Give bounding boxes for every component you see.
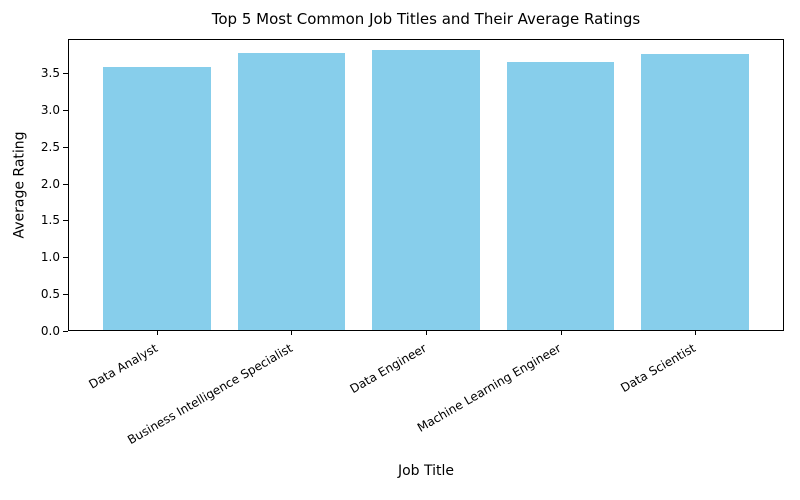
x-tick-label: Data Scientist bbox=[618, 341, 699, 396]
bar bbox=[506, 61, 615, 330]
x-tick-label: Data Analyst bbox=[86, 341, 160, 392]
bar bbox=[237, 52, 346, 330]
y-tick bbox=[63, 109, 68, 111]
y-tick-label: 0.0 bbox=[40, 324, 60, 338]
y-tick bbox=[63, 220, 68, 222]
x-tick bbox=[156, 331, 158, 335]
bar bbox=[641, 54, 749, 330]
y-tick-label: 3.5 bbox=[40, 65, 60, 80]
chart-title: Top 5 Most Common Job Titles and Their A… bbox=[211, 10, 641, 28]
x-tick bbox=[695, 331, 697, 335]
y-tick bbox=[63, 72, 68, 74]
x-tick bbox=[291, 331, 293, 335]
x-tick bbox=[426, 331, 427, 335]
y-tick bbox=[63, 257, 68, 259]
y-tick-label: 1.5 bbox=[40, 213, 60, 228]
y-tick bbox=[63, 183, 68, 185]
y-tick-label: 2.5 bbox=[40, 139, 60, 154]
x-axis-label: Job Title bbox=[397, 463, 455, 479]
x-tick bbox=[560, 331, 562, 335]
y-tick-label: 3.0 bbox=[40, 102, 60, 117]
y-tick-label: 2.0 bbox=[40, 176, 60, 191]
x-tick-label: Data Engineer bbox=[347, 341, 429, 397]
bar bbox=[102, 66, 211, 330]
x-tick-label: Machine Learning Engineer bbox=[415, 341, 564, 435]
y-tick bbox=[63, 146, 68, 148]
y-tick-label: 0.5 bbox=[40, 287, 60, 302]
y-tick bbox=[63, 331, 68, 332]
bar bbox=[372, 49, 480, 330]
plot-area bbox=[68, 39, 784, 331]
y-tick bbox=[63, 294, 68, 296]
y-tick-label: 1.0 bbox=[40, 250, 60, 265]
